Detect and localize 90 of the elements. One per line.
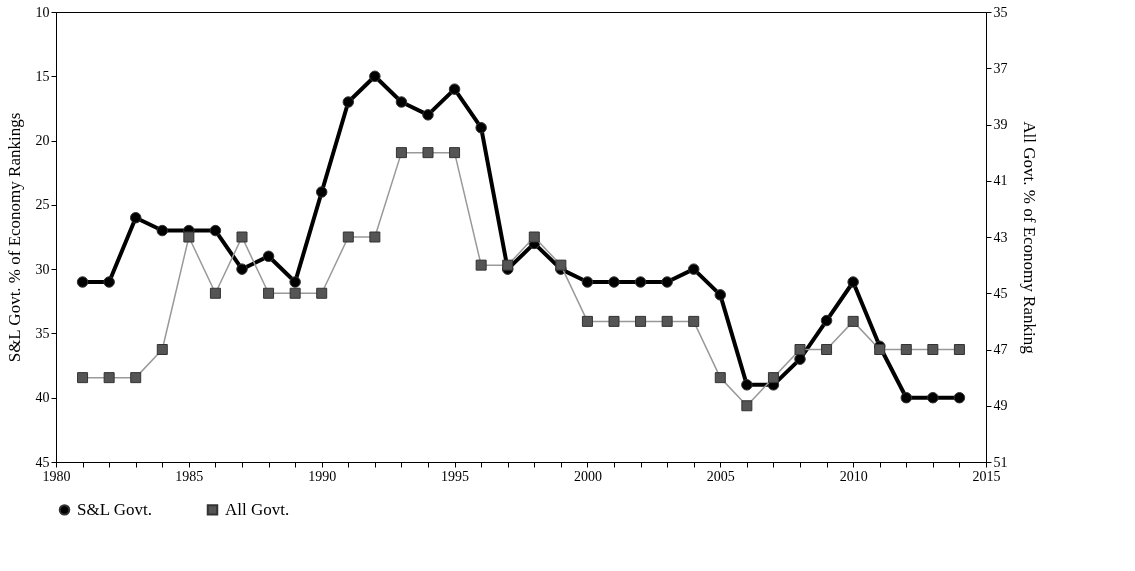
y-tick-label: 40 <box>35 390 50 406</box>
point <box>821 344 833 355</box>
point <box>76 276 89 288</box>
point <box>209 224 222 237</box>
point <box>953 344 965 355</box>
point <box>342 231 354 243</box>
point <box>874 344 886 355</box>
point <box>581 315 593 327</box>
x-tick-label: 1980 <box>42 468 71 484</box>
x-tick-label: 2010 <box>839 468 868 484</box>
point <box>156 344 168 355</box>
point <box>103 372 115 384</box>
point <box>927 391 939 404</box>
y2-tick-label: 47 <box>993 342 1008 357</box>
point <box>475 121 487 134</box>
x-tick-label: 2000 <box>573 468 602 484</box>
point <box>634 276 647 288</box>
point <box>900 391 913 404</box>
y-tick-label: 20 <box>35 133 50 149</box>
y2-tick-label: 41 <box>993 173 1008 189</box>
point <box>714 289 727 301</box>
point <box>688 315 700 327</box>
point <box>449 147 461 159</box>
point <box>236 263 248 275</box>
y2-tick-label: 37 <box>993 60 1008 76</box>
point <box>130 372 142 384</box>
point <box>263 287 275 299</box>
legend-label: S&L Govt. <box>77 499 152 519</box>
point <box>422 147 434 159</box>
point <box>555 259 567 271</box>
point <box>342 96 355 108</box>
y-tick-label: 30 <box>35 261 50 277</box>
legend-label: All Govt. <box>225 499 290 519</box>
point <box>794 344 806 355</box>
y-tick-label: 15 <box>35 68 50 84</box>
point <box>395 96 408 108</box>
point <box>581 276 594 288</box>
point <box>369 231 381 243</box>
x-tick-label: 1995 <box>441 468 470 484</box>
y2-tick-label: 49 <box>993 398 1008 414</box>
y-axis-title: S&L Govt. % of Economy Rankings <box>4 112 24 363</box>
point <box>289 287 301 299</box>
point <box>767 372 779 384</box>
point <box>156 224 169 237</box>
x-tick-label: 2015 <box>972 468 1001 484</box>
point <box>103 276 115 288</box>
y2-tick-label: 35 <box>993 4 1008 20</box>
x-tick-label: 1990 <box>308 468 337 484</box>
y-tick-label: 10 <box>35 4 50 20</box>
y2-tick-label: 43 <box>993 229 1008 245</box>
point <box>502 259 514 271</box>
point <box>448 83 461 95</box>
y2-tick-label: 39 <box>993 117 1008 132</box>
point <box>927 344 939 355</box>
y-tick-label: 25 <box>35 197 50 213</box>
y-tick-label: 45 <box>35 454 50 470</box>
point <box>316 287 328 299</box>
point <box>475 259 487 271</box>
y2-axis-title: All Govt. % of Economy Ranking <box>1019 121 1039 355</box>
point <box>289 276 301 288</box>
point <box>608 315 620 327</box>
point <box>209 287 221 299</box>
point <box>900 344 912 355</box>
point <box>395 147 407 159</box>
point <box>714 372 726 384</box>
point <box>236 231 248 243</box>
point <box>847 276 859 288</box>
point <box>635 315 647 327</box>
point <box>847 315 859 327</box>
point <box>661 315 673 327</box>
y-tick-label: 35 <box>35 325 50 341</box>
x-tick-label: 1985 <box>175 468 204 484</box>
point <box>741 379 753 391</box>
point <box>528 231 540 243</box>
point <box>741 400 753 412</box>
point <box>369 70 381 83</box>
point <box>262 250 275 263</box>
y2-tick-label: 51 <box>993 454 1008 470</box>
x-tick-label: 2005 <box>706 468 735 484</box>
point <box>183 231 195 243</box>
point <box>820 314 833 327</box>
point <box>661 276 673 288</box>
point <box>129 211 142 224</box>
point <box>953 391 966 404</box>
point <box>608 276 620 288</box>
point <box>77 372 89 384</box>
point <box>687 263 700 275</box>
point <box>422 109 434 121</box>
y2-tick-label: 45 <box>993 285 1008 301</box>
point <box>315 186 328 198</box>
